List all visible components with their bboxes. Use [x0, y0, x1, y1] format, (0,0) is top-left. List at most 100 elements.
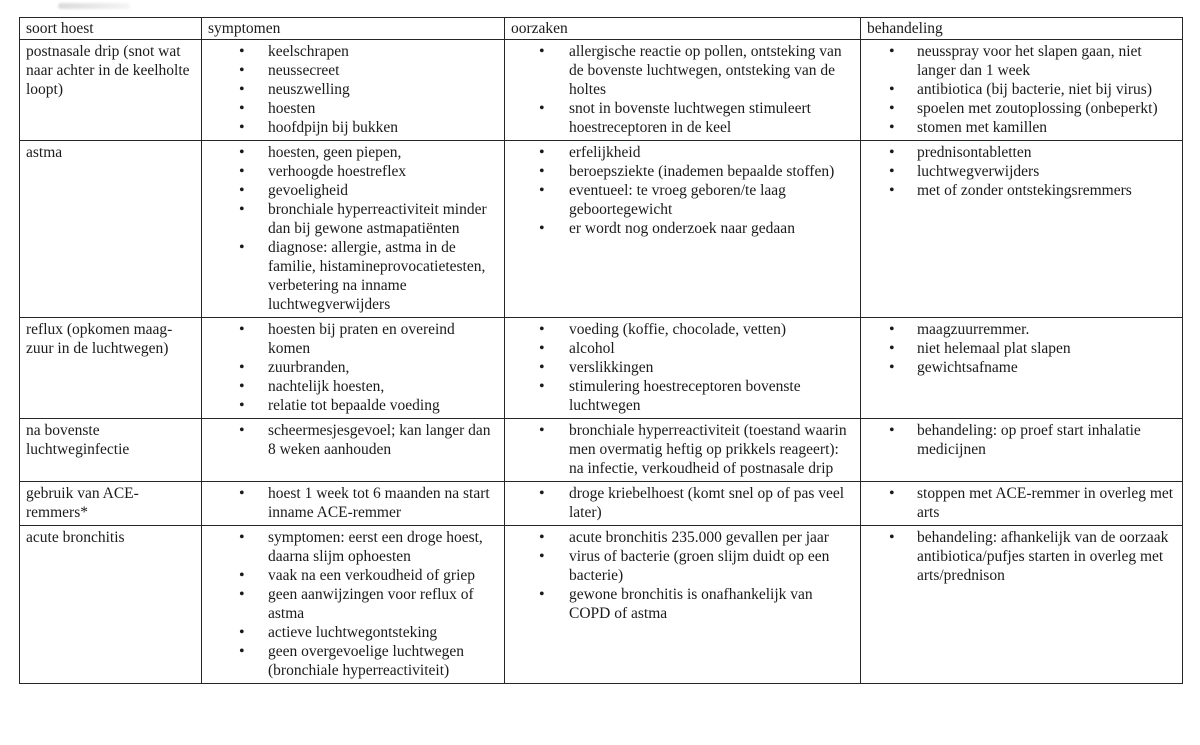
- bullet-item: acute bronchitis 235.000 gevallen per ja…: [511, 528, 854, 547]
- bullet-item: neussecreet: [208, 61, 498, 80]
- bullet-item: gewichtsafname: [867, 358, 1176, 377]
- bullet-item: beroepsziekte (inademen bepaalde stoffen…: [511, 162, 854, 181]
- bullet-item: geen aanwijzingen voor reflux of astma: [208, 585, 498, 623]
- cell-symptomen: hoesten bij praten en overeind komenzuur…: [201, 317, 505, 419]
- cell-symptomen: hoesten, geen piepen,verhoogde hoestrefl…: [201, 140, 505, 318]
- bullet-item: alcohol: [511, 339, 854, 358]
- bullet-item: behandeling: op proef start inhalatie me…: [867, 421, 1176, 459]
- cough-type-label: na bovenste luchtweginfectie: [26, 422, 130, 458]
- bullet-item: eventueel: te vroeg geboren/te laag gebo…: [511, 181, 854, 219]
- bullet-list: erfelijkheidberoepsziekte (inademen bepa…: [511, 143, 854, 238]
- column-header-oorzaken: oorzaken: [504, 17, 861, 40]
- bullet-item: gewone bronchitis is onafhankelijk van C…: [511, 585, 854, 623]
- cell-oorzaken: acute bronchitis 235.000 gevallen per ja…: [504, 525, 861, 684]
- table-row-reflux: reflux (opkomen maag-zuur in de luchtweg…: [19, 317, 1183, 419]
- table-row-postnasale-drip: postnasale drip (snot wat naar achter in…: [19, 39, 1183, 141]
- bullet-list: hoest 1 week tot 6 maanden na start inna…: [208, 484, 498, 522]
- bullet-list: neusspray voor het slapen gaan, niet lan…: [867, 42, 1176, 137]
- cell-soort-hoest: gebruik van ACE-remmers*: [19, 481, 202, 526]
- bullet-list: scheermesjesgevoel; kan langer dan 8 wek…: [208, 421, 498, 459]
- bullet-item: met of zonder ontstekingsremmers: [867, 181, 1176, 200]
- bullet-list: hoesten, geen piepen,verhoogde hoestrefl…: [208, 143, 498, 314]
- bullet-item: hoesten: [208, 99, 498, 118]
- cell-oorzaken: voeding (koffie, chocolade, vetten)alcoh…: [504, 317, 861, 419]
- bullet-list: voeding (koffie, chocolade, vetten)alcoh…: [511, 320, 854, 415]
- column-header-symptomen: symptomen: [201, 17, 505, 40]
- bullet-item: bronchiale hyperreactiviteit (toestand w…: [511, 421, 854, 478]
- cell-symptomen: hoest 1 week tot 6 maanden na start inna…: [201, 481, 505, 526]
- bullet-item: stomen met kamillen: [867, 118, 1176, 137]
- table-row-na-luchtweginfectie: na bovenste luchtweginfectie scheermesje…: [19, 418, 1183, 482]
- bullet-item: voeding (koffie, chocolade, vetten): [511, 320, 854, 339]
- table-row-astma: astma hoesten, geen piepen,verhoogde hoe…: [19, 140, 1183, 318]
- cough-types-table: soort hoest symptomen oorzaken behandeli…: [19, 17, 1183, 684]
- bullet-list: hoesten bij praten en overeind komenzuur…: [208, 320, 498, 415]
- table-row-ace-remmers: gebruik van ACE-remmers* hoest 1 week to…: [19, 481, 1183, 526]
- bullet-item: gevoeligheid: [208, 181, 498, 200]
- bullet-item: stimulering hoestreceptoren bovenste luc…: [511, 377, 854, 415]
- bullet-item: erfelijkheid: [511, 143, 854, 162]
- bullet-item: vaak na een verkoudheid of griep: [208, 566, 498, 585]
- bullet-item: behandeling: afhankelijk van de oorzaak …: [867, 528, 1176, 585]
- bullet-item: diagnose: allergie, astma in de familie,…: [208, 238, 498, 314]
- cell-behandeling: stoppen met ACE-remmer in overleg met ar…: [860, 481, 1183, 526]
- bullet-item: hoofdpijn bij bukken: [208, 118, 498, 137]
- table-body: postnasale drip (snot wat naar achter in…: [19, 39, 1183, 684]
- bullet-item: luchtwegverwijders: [867, 162, 1176, 181]
- bullet-item: niet helemaal plat slapen: [867, 339, 1176, 358]
- cell-soort-hoest: na bovenste luchtweginfectie: [19, 418, 202, 482]
- cough-type-label: gebruik van ACE-remmers*: [26, 485, 139, 521]
- bullet-list: stoppen met ACE-remmer in overleg met ar…: [867, 484, 1176, 522]
- cell-behandeling: neusspray voor het slapen gaan, niet lan…: [860, 39, 1183, 141]
- column-header-soort-hoest: soort hoest: [19, 17, 202, 40]
- bullet-item: verhoogde hoestreflex: [208, 162, 498, 181]
- cell-behandeling: maagzuurremmer.niet helemaal plat slapen…: [860, 317, 1183, 419]
- bullet-item: keelschrapen: [208, 42, 498, 61]
- bullet-item: bronchiale hyperreactiviteit minder dan …: [208, 200, 498, 238]
- bullet-item: hoest 1 week tot 6 maanden na start inna…: [208, 484, 498, 522]
- cough-type-label: postnasale drip (snot wat naar achter in…: [26, 43, 190, 98]
- bullet-item: virus of bacterie (groen slijm duidt op …: [511, 547, 854, 585]
- bullet-list: behandeling: afhankelijk van de oorzaak …: [867, 528, 1176, 585]
- cell-oorzaken: droge kriebelhoest (komt snel op of pas …: [504, 481, 861, 526]
- bullet-list: allergische reactie op pollen, ontstekin…: [511, 42, 854, 137]
- bullet-list: maagzuurremmer.niet helemaal plat slapen…: [867, 320, 1176, 377]
- bullet-item: allergische reactie op pollen, ontstekin…: [511, 42, 854, 99]
- cell-behandeling: prednisontablettenluchtwegverwijdersmet …: [860, 140, 1183, 318]
- bullet-item: symptomen: eerst een droge hoest, daarna…: [208, 528, 498, 566]
- bullet-item: relatie tot bepaalde voeding: [208, 396, 498, 415]
- bullet-list: bronchiale hyperreactiviteit (toestand w…: [511, 421, 854, 478]
- cell-soort-hoest: reflux (opkomen maag-zuur in de luchtweg…: [19, 317, 202, 419]
- bullet-item: geen overgevoelige luchtwegen (bronchial…: [208, 642, 498, 680]
- header-row: soort hoest symptomen oorzaken behandeli…: [19, 17, 1183, 40]
- bullet-item: hoesten, geen piepen,: [208, 143, 498, 162]
- cell-oorzaken: erfelijkheidberoepsziekte (inademen bepa…: [504, 140, 861, 318]
- cell-symptomen: scheermesjesgevoel; kan langer dan 8 wek…: [201, 418, 505, 482]
- table-header: soort hoest symptomen oorzaken behandeli…: [19, 17, 1183, 40]
- cell-oorzaken: bronchiale hyperreactiviteit (toestand w…: [504, 418, 861, 482]
- bullet-item: zuurbranden,: [208, 358, 498, 377]
- cell-symptomen: symptomen: eerst een droge hoest, daarna…: [201, 525, 505, 684]
- column-header-behandeling: behandeling: [860, 17, 1183, 40]
- bullet-item: stoppen met ACE-remmer in overleg met ar…: [867, 484, 1176, 522]
- bullet-list: droge kriebelhoest (komt snel op of pas …: [511, 484, 854, 522]
- bullet-list: keelschrapenneussecreetneuszwellinghoest…: [208, 42, 498, 137]
- bullet-list: behandeling: op proef start inhalatie me…: [867, 421, 1176, 459]
- bullet-item: prednisontabletten: [867, 143, 1176, 162]
- cell-behandeling: behandeling: op proef start inhalatie me…: [860, 418, 1183, 482]
- scan-artifact: [58, 3, 130, 9]
- bullet-item: verslikkingen: [511, 358, 854, 377]
- cell-soort-hoest: astma: [19, 140, 202, 318]
- bullet-item: hoesten bij praten en overeind komen: [208, 320, 498, 358]
- bullet-item: neuszwelling: [208, 80, 498, 99]
- cell-soort-hoest: acute bronchitis: [19, 525, 202, 684]
- table-row-acute-bronchitis: acute bronchitis symptomen: eerst een dr…: [19, 525, 1183, 684]
- cell-behandeling: behandeling: afhankelijk van de oorzaak …: [860, 525, 1183, 684]
- bullet-item: er wordt nog onderzoek naar gedaan: [511, 219, 854, 238]
- cell-oorzaken: allergische reactie op pollen, ontstekin…: [504, 39, 861, 141]
- cell-soort-hoest: postnasale drip (snot wat naar achter in…: [19, 39, 202, 141]
- bullet-item: neusspray voor het slapen gaan, niet lan…: [867, 42, 1176, 80]
- bullet-item: antibiotica (bij bacterie, niet bij viru…: [867, 80, 1176, 99]
- cell-symptomen: keelschrapenneussecreetneuszwellinghoest…: [201, 39, 505, 141]
